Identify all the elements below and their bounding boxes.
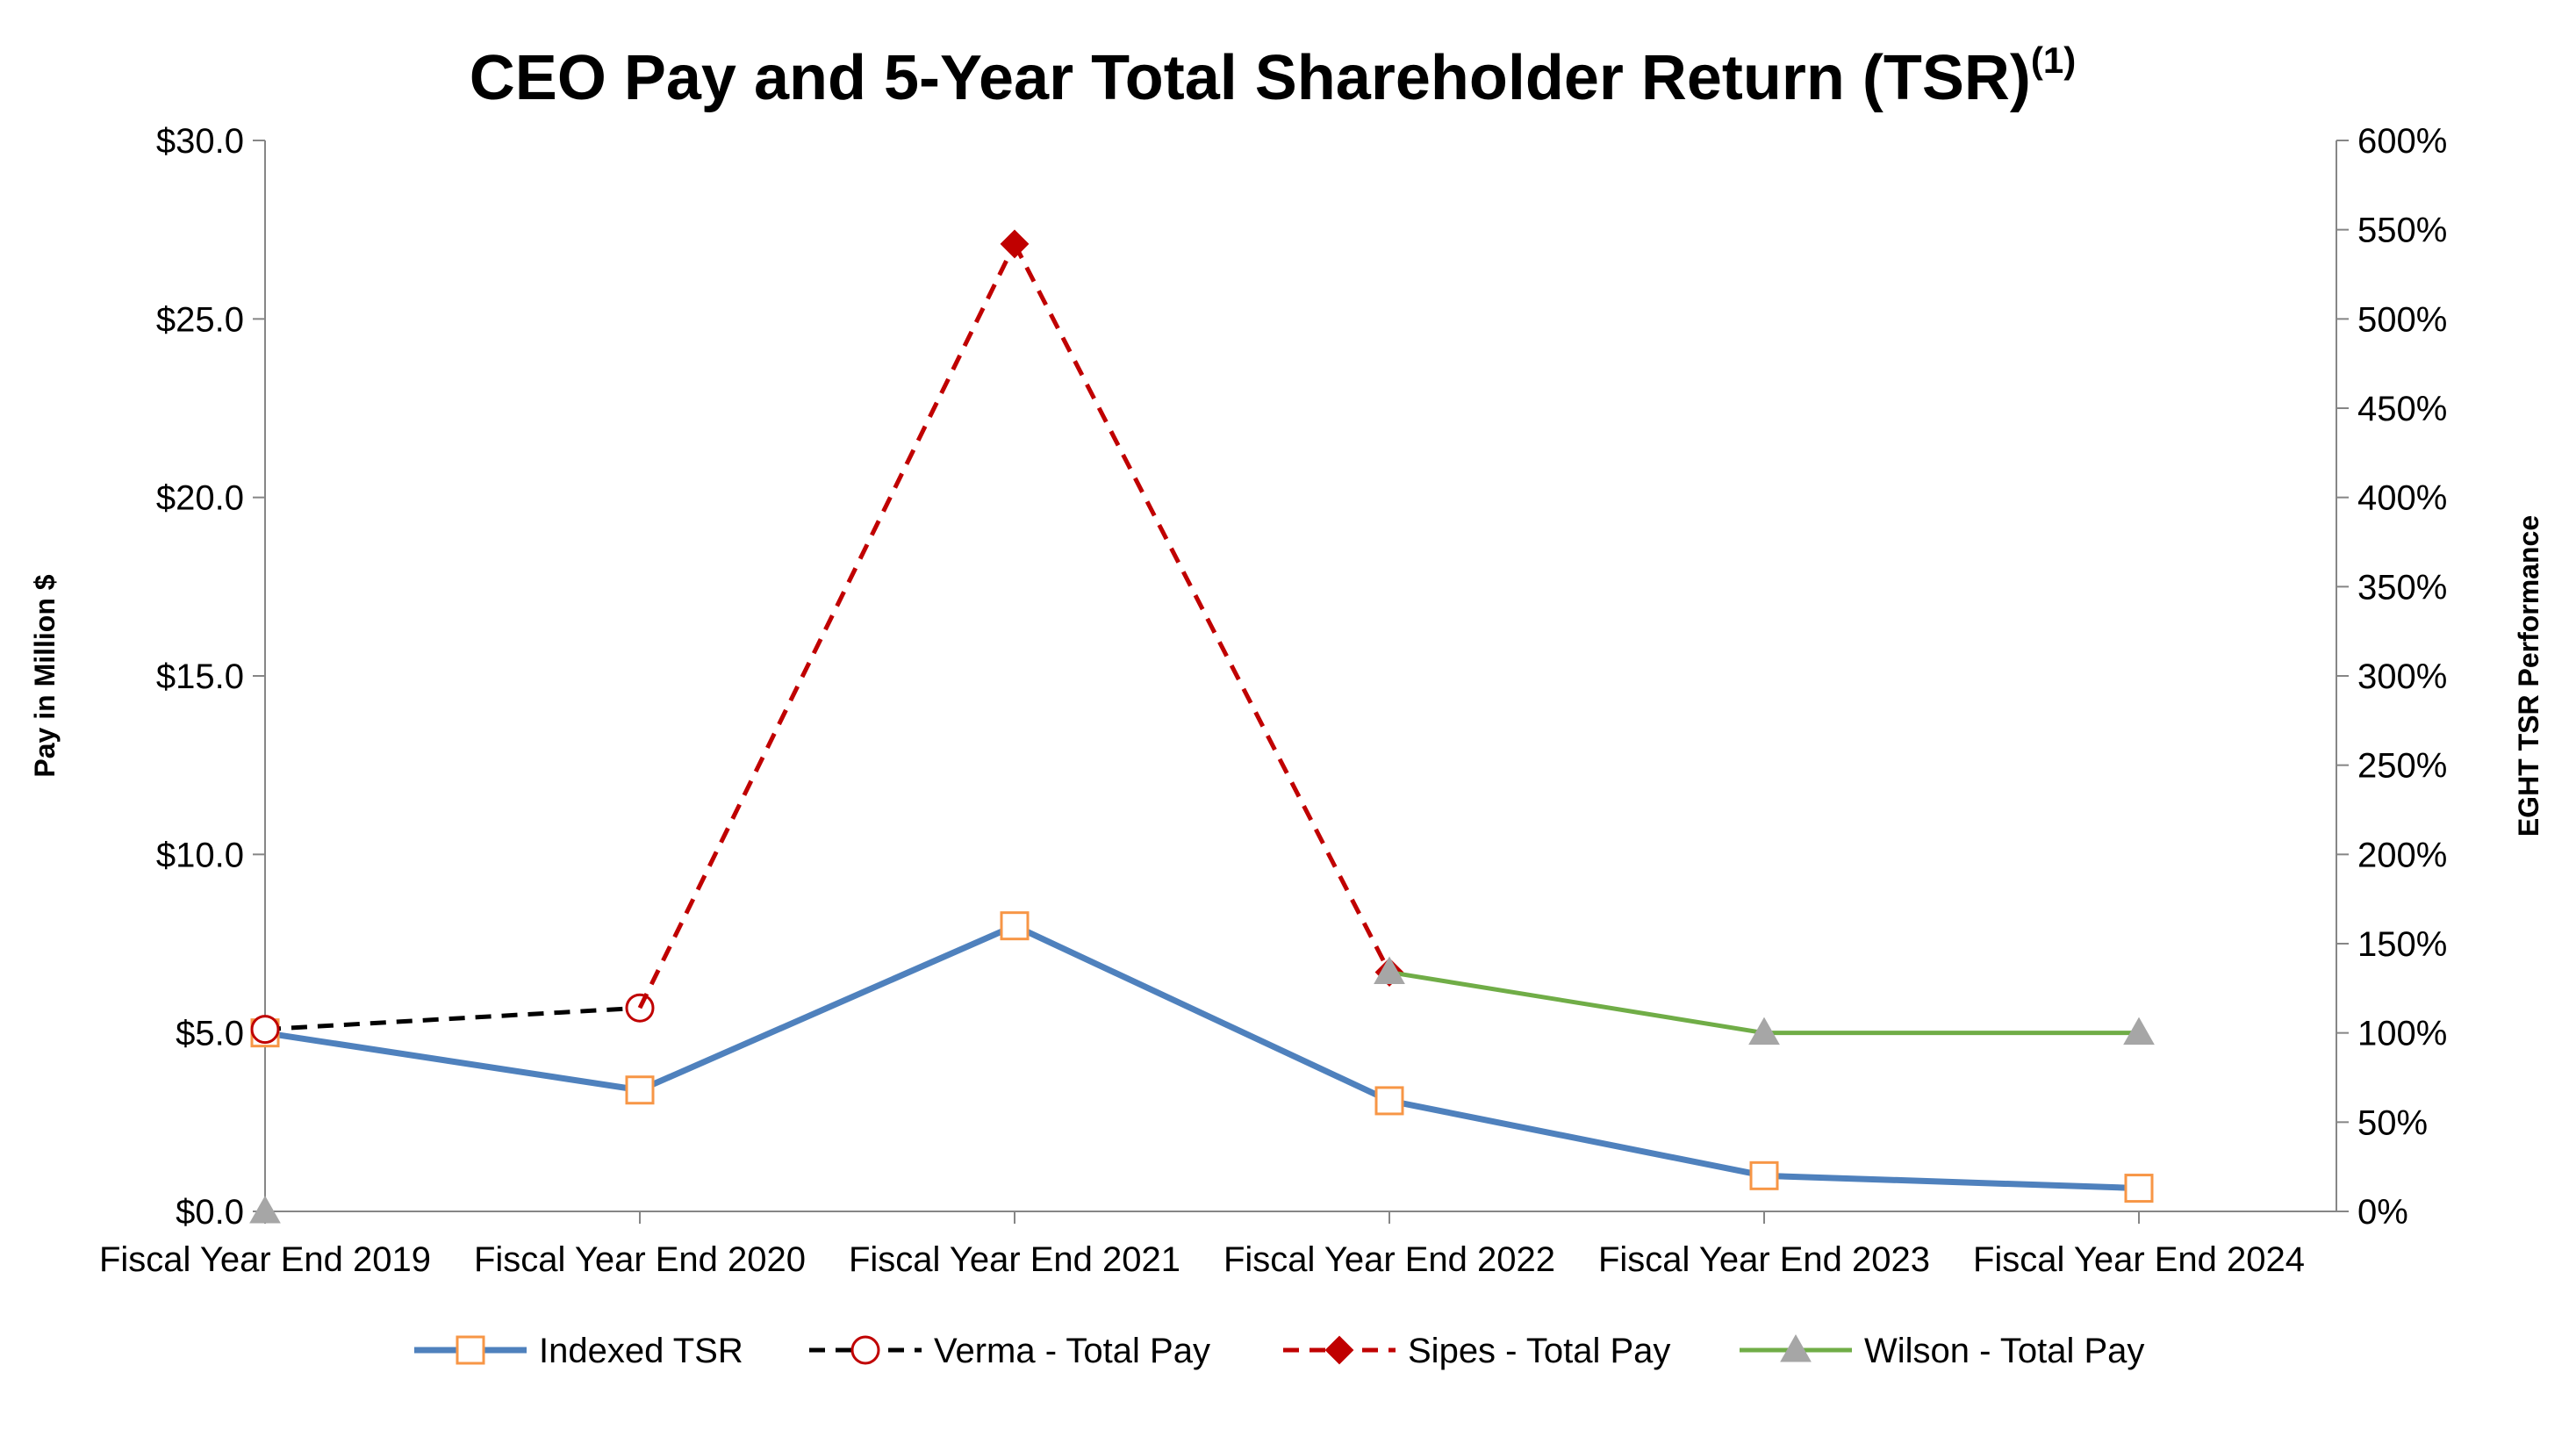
x-tick-label: Fiscal Year End 2022 bbox=[1223, 1240, 1555, 1279]
data-point-indexed-tsr bbox=[625, 1075, 655, 1105]
x-tick-label: Fiscal Year End 2020 bbox=[474, 1240, 806, 1279]
legend-item-sipes-total-pay: Sipes - Total Pay bbox=[1283, 1332, 1670, 1370]
x-tick-label: Fiscal Year End 2019 bbox=[99, 1240, 431, 1279]
series-line-indexed-tsr bbox=[264, 923, 2140, 1192]
right-tick-label: 250% bbox=[2357, 747, 2447, 786]
legend-label: Wilson - Total Pay bbox=[1864, 1332, 2144, 1370]
chart-title: CEO Pay and 5-Year Total Shareholder Ret… bbox=[470, 40, 2076, 113]
left-tick-label: $30.0 bbox=[156, 122, 244, 161]
left-tick-label: $20.0 bbox=[156, 479, 244, 518]
right-tick-label: 350% bbox=[2357, 568, 2447, 607]
left-tick-label: $25.0 bbox=[156, 300, 244, 339]
left-axis-title: Pay in Million $ bbox=[29, 574, 61, 777]
left-tick-label: $10.0 bbox=[156, 836, 244, 874]
right-tick-label: 100% bbox=[2357, 1015, 2447, 1053]
x-tick-label: Fiscal Year End 2023 bbox=[1598, 1240, 1930, 1279]
legend-label: Indexed TSR bbox=[539, 1332, 743, 1370]
series-line-sipes-total-pay bbox=[637, 242, 1392, 1009]
data-point-indexed-tsr bbox=[1374, 1086, 1404, 1116]
x-tick-label: Fiscal Year End 2024 bbox=[1973, 1240, 2305, 1279]
right-tick-label: 550% bbox=[2357, 212, 2447, 250]
legend-swatch-marker bbox=[850, 1335, 880, 1365]
legend-item-verma-total-pay: Verma - Total Pay bbox=[809, 1332, 1210, 1370]
data-point-indexed-tsr bbox=[1000, 911, 1030, 941]
legend-label: Sipes - Total Pay bbox=[1408, 1332, 1670, 1370]
right-tick-label: 400% bbox=[2357, 479, 2447, 518]
series-line-verma-total-pay bbox=[264, 1005, 641, 1032]
data-point-wilson-total-pay bbox=[1374, 956, 1405, 985]
data-point-verma-total-pay bbox=[250, 1015, 280, 1045]
data-point-wilson-total-pay bbox=[1748, 1017, 1780, 1045]
right-axis-ticks: 0% 50% 100% 150% 200% 250% 300% 350% 400% 450% 500… bbox=[2336, 122, 2447, 1232]
left-tick-label: $15.0 bbox=[156, 657, 244, 696]
chart-title-superscript: (1) bbox=[2031, 40, 2076, 81]
right-tick-label: 300% bbox=[2357, 657, 2447, 696]
right-tick-label: 500% bbox=[2357, 300, 2447, 339]
right-axis-title: EGHT TSR Performance bbox=[2513, 515, 2544, 837]
series-wilson-total-pay bbox=[249, 956, 2155, 1224]
x-tick-label: Fiscal Year End 2021 bbox=[849, 1240, 1180, 1279]
legend-swatch-marker bbox=[1780, 1333, 1812, 1362]
legend-item-indexed-tsr: Indexed TSR bbox=[414, 1332, 743, 1370]
right-tick-label: 200% bbox=[2357, 836, 2447, 874]
left-axis-ticks: $0.0 $5.0 $10.0 $15.0 $20.0 $25.0 $30.0 bbox=[156, 122, 265, 1232]
legend-label: Verma - Total Pay bbox=[934, 1332, 1210, 1370]
chart-title-text: CEO Pay and 5-Year Total Shareholder Ret… bbox=[470, 43, 2031, 113]
legend: Indexed TSR Verma - Total Pay Sipes - Tota… bbox=[414, 1332, 2144, 1370]
data-point-indexed-tsr bbox=[1749, 1160, 1779, 1190]
series-sipes-total-pay bbox=[637, 229, 1404, 1009]
legend-item-wilson-total-pay: Wilson - Total Pay bbox=[1740, 1332, 2144, 1370]
x-axis-ticks: Fiscal Year End 2019 Fiscal Year End 2020… bbox=[99, 1211, 2305, 1279]
data-point-wilson-total-pay bbox=[249, 1195, 281, 1224]
right-tick-label: 0% bbox=[2357, 1193, 2408, 1232]
data-point-indexed-tsr bbox=[2124, 1174, 2154, 1203]
right-tick-label: 150% bbox=[2357, 925, 2447, 964]
left-tick-label: $5.0 bbox=[176, 1015, 244, 1053]
legend-swatch-marker bbox=[456, 1335, 485, 1365]
series-line-wilson-total-pay bbox=[1388, 970, 2139, 1036]
data-point-sipes-total-pay bbox=[1000, 229, 1030, 259]
data-point-wilson-total-pay bbox=[2123, 1017, 2155, 1045]
series-indexed-tsr bbox=[250, 911, 2154, 1203]
left-tick-label: $0.0 bbox=[176, 1193, 244, 1232]
right-tick-label: 450% bbox=[2357, 390, 2447, 428]
right-tick-label: 50% bbox=[2357, 1103, 2428, 1142]
series-layer bbox=[249, 229, 2155, 1224]
series-verma-total-pay bbox=[250, 993, 655, 1045]
right-tick-label: 600% bbox=[2357, 122, 2447, 161]
legend-swatch-marker bbox=[1324, 1335, 1354, 1365]
